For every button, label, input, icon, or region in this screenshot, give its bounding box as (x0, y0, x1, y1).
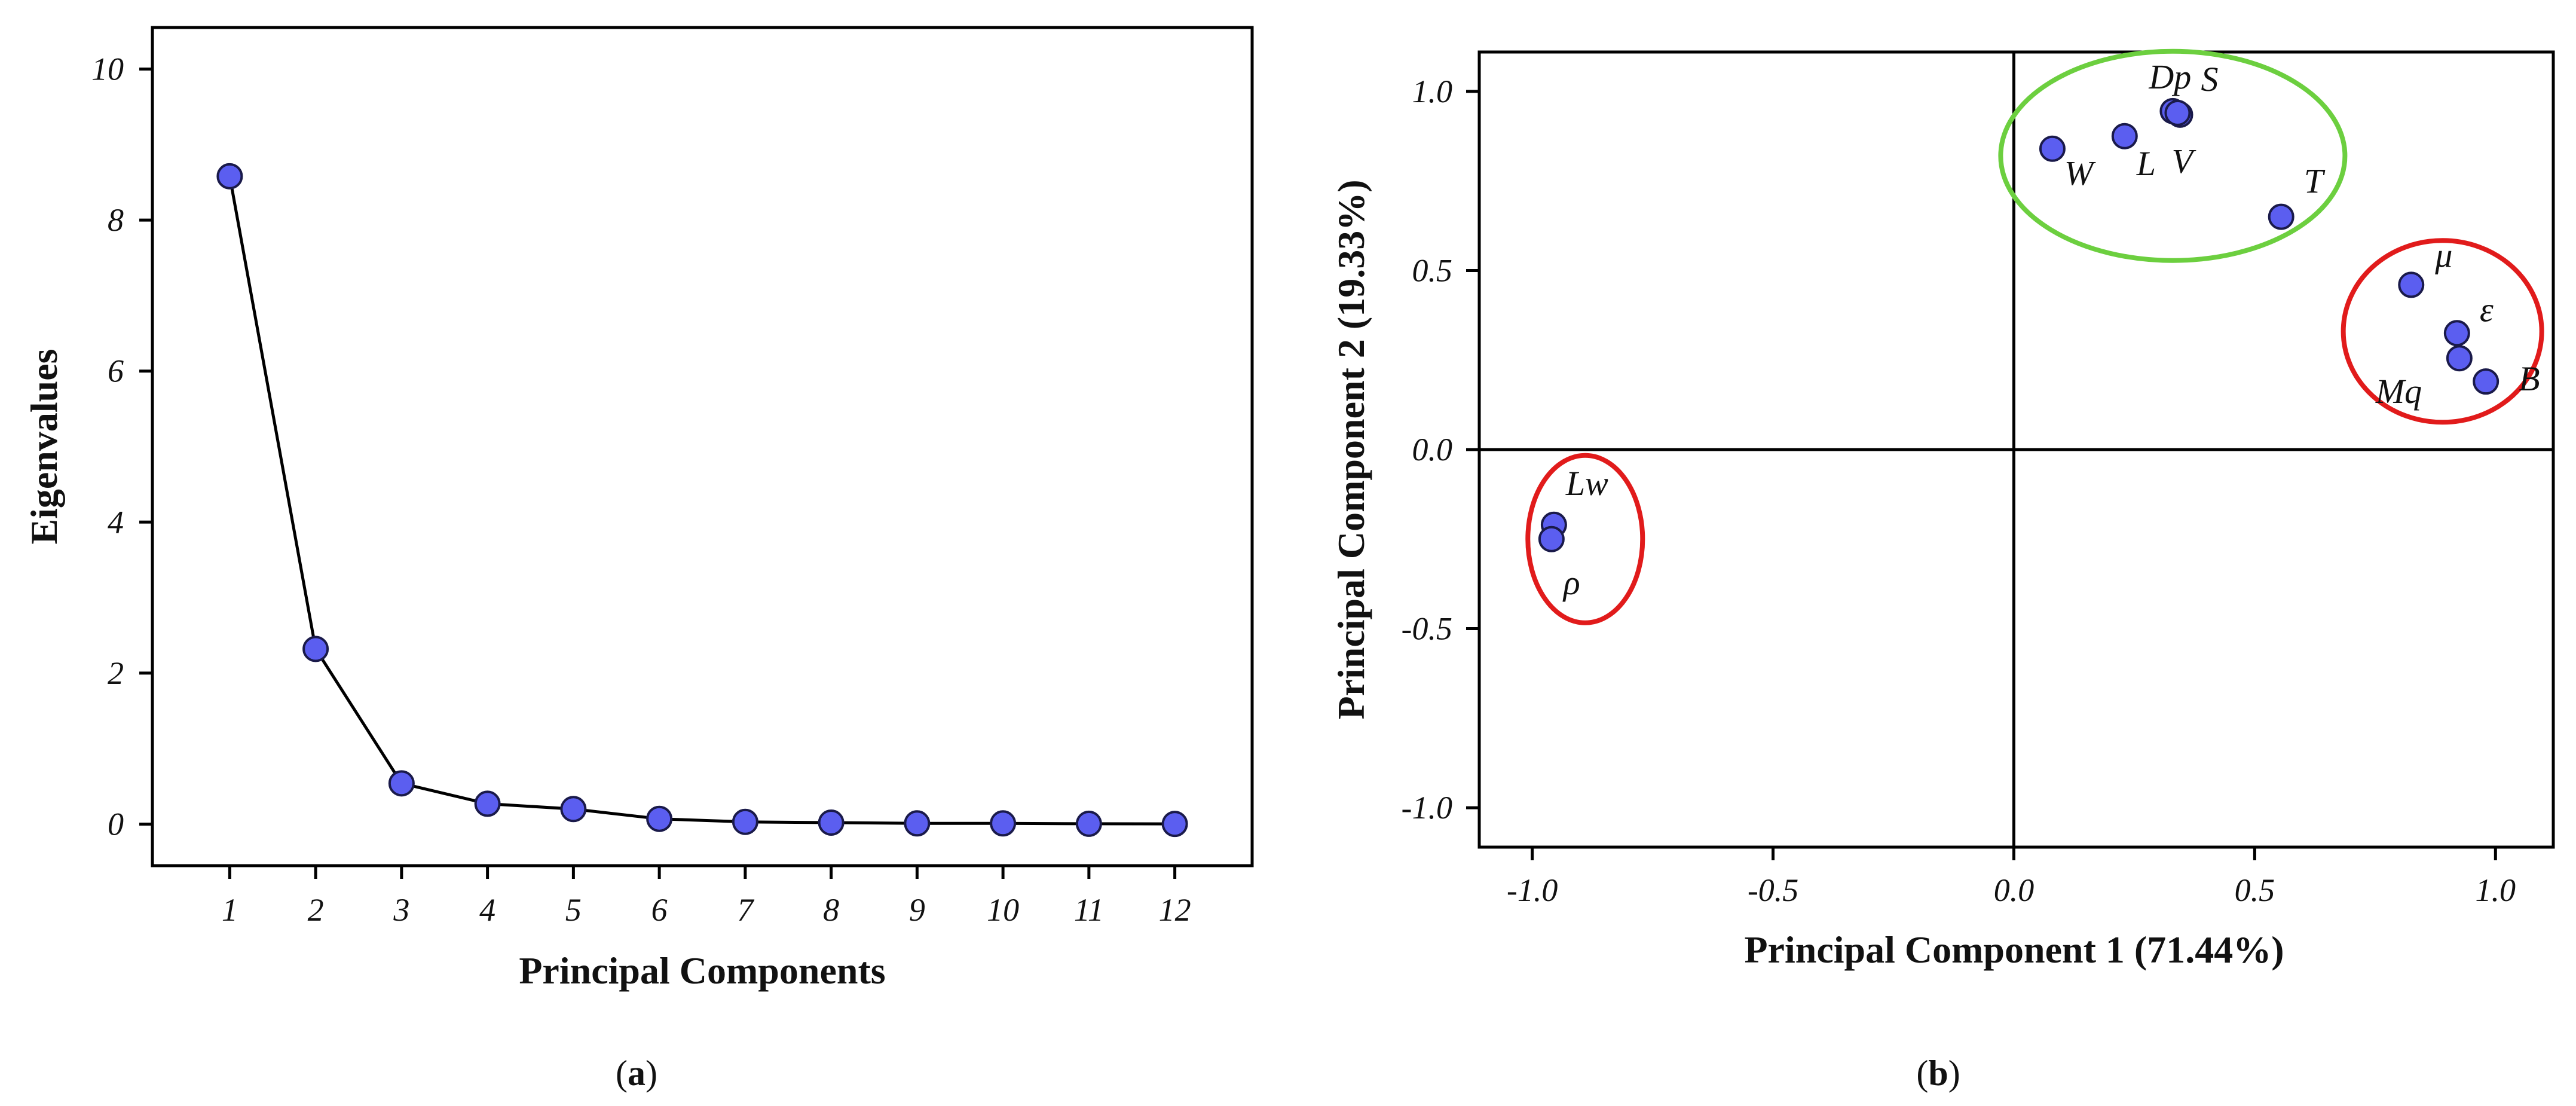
x-tick-label-a: 12 (1159, 892, 1191, 928)
x-tick-label-b: 1.0 (2476, 872, 2516, 908)
eigenvalue-point (474, 790, 501, 817)
x-tick-label-b: 0.0 (1994, 872, 2035, 908)
loading-point (2473, 368, 2499, 395)
x-tick-label-a: 7 (737, 892, 754, 928)
loading-point (2164, 99, 2191, 126)
x-tick-label-a: 5 (565, 892, 582, 928)
x-tick-label-a: 11 (1074, 892, 1104, 928)
y-tick-label-a: 0 (108, 806, 124, 842)
x-tick-label-a: 4 (479, 892, 495, 928)
eigenvalue-point (216, 163, 243, 190)
y-tick-label-b: 0.5 (1412, 252, 1453, 288)
point-label: Mq (2375, 372, 2422, 411)
x-tick-label-a: 10 (987, 892, 1019, 928)
x-tick-label-a: 9 (909, 892, 925, 928)
panel-label-a-open: ( (616, 1053, 628, 1093)
point-label: Lw (1565, 464, 1608, 503)
scree-plot-frame (151, 26, 1254, 867)
x-tick-label-a: 8 (823, 892, 839, 928)
loading-point (1538, 525, 1565, 552)
panel-label-b-letter: b (1928, 1053, 1948, 1093)
eigenvalue-line (228, 176, 1175, 826)
x-axis-label-a: Principal Components (519, 949, 885, 992)
x-tick-label-b: -0.5 (1748, 872, 1798, 908)
y-tick-label-b: -1.0 (1402, 790, 1452, 826)
y-tick-label-a: 4 (108, 504, 124, 540)
point-label: V (2171, 142, 2196, 181)
x-tick-label-a: 2 (308, 892, 324, 928)
panel-label-b-open: ( (1916, 1053, 1928, 1093)
point-label: L (2136, 144, 2156, 183)
y-tick-label-a: 10 (91, 51, 124, 87)
eigenvalue-point (302, 636, 329, 662)
eigenvalue-point (904, 810, 931, 837)
y-tick-label-a: 8 (108, 202, 124, 238)
x-tick-label-a: 1 (222, 892, 238, 928)
y-axis-label-b: Principal Component 2 (19.33%) (1330, 179, 1372, 719)
eigenvalue-point (732, 808, 758, 835)
loading-point (2443, 320, 2470, 347)
x-tick-label-a: 6 (651, 892, 668, 928)
x-tick-label-b: -1.0 (1507, 872, 1558, 908)
eigenvalue-point (646, 805, 673, 832)
eigenvalue-point (560, 796, 587, 823)
point-label: T (2304, 162, 2326, 201)
loading-point (2268, 203, 2294, 230)
panel-label-a-letter: a (628, 1053, 645, 1093)
point-label: ρ (1562, 563, 1580, 602)
x-tick-label-a: 3 (393, 892, 409, 928)
pca-loading-plot: -1.0 -0.5 0.0 0.5 1.0 -1.0 -0.5 0.0 0.5 1.0 Dp S W… (1330, 48, 2555, 1093)
cluster-ellipse-red-right (2341, 238, 2544, 425)
y-tick-label-a: 6 (108, 353, 124, 389)
point-label: μ (2434, 236, 2452, 274)
loading-point (2398, 271, 2425, 298)
point-label: ε (2480, 290, 2494, 329)
loading-point (2039, 135, 2066, 162)
eigenvalue-point (818, 809, 845, 836)
panel-label-b: (b) (1916, 1053, 1960, 1093)
y-tick-label-b: 0.0 (1412, 432, 1453, 468)
point-label: Dp (2148, 57, 2191, 96)
loading-point (2446, 345, 2473, 372)
loading-point (2111, 123, 2138, 149)
panel-label-a-close: ) (645, 1053, 657, 1093)
point-label: S (2201, 60, 2218, 99)
eigenvalue-point (388, 770, 415, 797)
panel-label-b-close: ) (1948, 1053, 1960, 1093)
y-axis-label-a: Eigenvalues (23, 349, 65, 544)
y-tick-label-b: 1.0 (1412, 74, 1453, 109)
eigenvalue-point (990, 810, 1017, 837)
cluster-ellipse-green (1998, 48, 2348, 263)
x-axis-label-b: Principal Component 1 (71.44%) (1744, 928, 2284, 971)
eigenvalue-point (1075, 810, 1102, 837)
x-tick-label-b: 0.5 (2235, 872, 2275, 908)
eigenvalue-point (1161, 811, 1188, 838)
y-tick-label-a: 2 (108, 655, 124, 691)
point-label: B (2519, 359, 2540, 398)
point-label: W (2064, 154, 2096, 193)
panel-label-a: (a) (616, 1053, 657, 1093)
y-tick-label-b: -0.5 (1402, 611, 1452, 647)
cluster-ellipse-red-left (1525, 453, 1645, 625)
